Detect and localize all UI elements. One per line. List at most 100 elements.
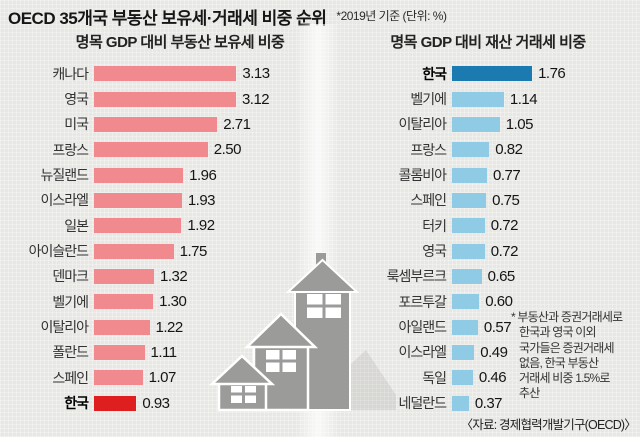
- country-label: 한국: [422, 65, 447, 82]
- chart-row: 미국 2.71: [4, 112, 304, 137]
- value-bar: [94, 395, 137, 411]
- chart-row: 이탈리아 1.05: [336, 112, 636, 137]
- country-label: 폴란드: [52, 344, 89, 361]
- chart-row: 독일 0.46: [336, 365, 636, 390]
- chart-row: 포르투갈 0.60: [336, 289, 636, 314]
- value-bar: [452, 218, 485, 234]
- country-label: 캐나다: [52, 65, 89, 82]
- page-title: OECD 35개국 부동산 보유세·거래세 비중 순위: [8, 9, 327, 28]
- chart-row: 영국 0.72: [336, 238, 636, 263]
- country-label: 프랑스: [52, 141, 89, 158]
- country-label: 이스라엘: [398, 344, 447, 361]
- value-bar: [94, 142, 208, 158]
- country-label: 영국: [64, 91, 89, 108]
- chart-row: 캐나다 3.13: [4, 61, 304, 86]
- value-bar: [452, 395, 469, 411]
- country-label: 네덜란드: [398, 395, 447, 412]
- chart-row: 콜롬비아 0.77: [336, 162, 636, 187]
- chart-row: 벨기에 1.30: [4, 289, 304, 314]
- value-label: 0.57: [483, 318, 512, 336]
- value-bar: [452, 344, 475, 360]
- value-bar: [94, 268, 155, 284]
- title-note: *2019년 기준 (단위: %): [336, 9, 447, 23]
- value-bar: [94, 243, 174, 259]
- country-label: 룩셈부르크: [386, 268, 447, 285]
- value-bar: [452, 243, 485, 259]
- value-bar: [94, 294, 154, 310]
- chart-row: 한국 1.76: [336, 61, 636, 86]
- value-bar: [94, 91, 236, 107]
- value-bar: [94, 66, 237, 82]
- country-label: 한국: [64, 395, 89, 412]
- annotation-line: 국가들은 증권거래세: [519, 340, 615, 355]
- country-label: 미국: [64, 116, 89, 133]
- country-label: 이탈리아: [398, 116, 447, 133]
- country-label: 벨기에: [52, 293, 89, 310]
- value-label: 0.37: [474, 394, 503, 412]
- chart-row: 스페인 1.07: [4, 365, 304, 390]
- annotation-line: 한국과 영국 이외: [519, 325, 597, 340]
- country-label: 벨기에: [410, 91, 447, 108]
- value-bar: [452, 66, 533, 82]
- country-label: 프랑스: [410, 141, 447, 158]
- country-label: 콜롬비아: [398, 167, 447, 184]
- value-label: 0.60: [485, 293, 513, 311]
- value-bar: [94, 116, 218, 132]
- country-label: 이스라엘: [40, 192, 89, 209]
- chart-row: 벨기에 1.14: [336, 86, 636, 111]
- value-label: 0.93: [142, 394, 170, 412]
- value-bar: [94, 167, 184, 183]
- value-bar: [94, 192, 182, 208]
- chart-row: 폴란드 1.11: [4, 340, 304, 365]
- houses-icon: [208, 253, 396, 412]
- header: OECD 35개국 부동산 보유세·거래세 비중 순위 *2019년 기준 (단…: [8, 4, 638, 29]
- chart-row: 영국 3.12: [4, 86, 304, 111]
- value-label: 2.50: [213, 141, 242, 159]
- value-label: 1.14: [509, 90, 538, 108]
- value-label: 0.49: [480, 343, 508, 361]
- annotation-line: 추산: [519, 386, 540, 401]
- value-bar: [452, 142, 490, 158]
- value-label: 1.32: [160, 267, 188, 285]
- value-bar: [94, 218, 182, 234]
- country-label: 스페인: [52, 369, 89, 386]
- holding-tax-chart: 캐나다 3.13 영국 3.12 미국 2.71 프랑스 2.50 뉴질랜드 1.96 이스라엘 1.…: [4, 61, 304, 416]
- value-label: 1.11: [150, 343, 178, 361]
- chart-row: 아일랜드 0.57: [336, 314, 636, 339]
- value-label: 0.72: [490, 217, 519, 235]
- value-bar: [452, 319, 478, 335]
- value-label: 1.75: [179, 242, 208, 260]
- country-label: 아일랜드: [398, 319, 447, 336]
- value-label: 3.12: [241, 90, 270, 108]
- annotation-line: 없음, 한국 부동산: [519, 355, 599, 370]
- annotation: * 부동산과 증권거래세로 한국과 영국 이외 국가들은 증권거래세 없음, 한국 부…: [511, 310, 639, 402]
- chart-row: 뉴질랜드 1.96: [4, 162, 304, 187]
- chart-row: 네덜란드 0.37: [336, 390, 636, 415]
- chart-row: 한국 0.93: [4, 390, 304, 415]
- chart-row: 덴마크 1.32: [4, 264, 304, 289]
- value-label: 0.46: [478, 369, 507, 387]
- value-label: 1.07: [148, 369, 177, 387]
- chart-row: 터키 0.72: [336, 213, 636, 238]
- value-label: 0.77: [493, 166, 521, 184]
- value-bar: [94, 344, 145, 360]
- country-label: 터키: [422, 217, 447, 234]
- country-label: 독일: [422, 369, 447, 386]
- transaction-tax-chart-title: 명목 GDP 대비 재산 거래세 비중: [390, 34, 586, 51]
- country-label: 영국: [422, 243, 447, 260]
- value-label: 0.72: [490, 242, 519, 260]
- country-label: 포르투갈: [398, 293, 447, 310]
- chart-row: 이스라엘 1.93: [4, 188, 304, 213]
- chart-row: 이스라엘 0.49: [336, 340, 636, 365]
- holding-tax-chart-title: 명목 GDP 대비 부동산 보유세 비중: [75, 34, 285, 51]
- country-label: 이탈리아: [40, 319, 89, 336]
- value-bar: [452, 294, 480, 310]
- value-label: 1.30: [159, 293, 187, 311]
- country-label: 뉴질랜드: [40, 167, 89, 184]
- source-credit: 〈자료: 경제협력개발기구(OECD)〉: [460, 418, 637, 432]
- country-label: 스페인: [410, 192, 447, 209]
- country-label: 일본: [64, 217, 89, 234]
- country-label: 아이슬란드: [28, 243, 89, 260]
- chart-row: 프랑스 0.82: [336, 137, 636, 162]
- value-label: 3.13: [242, 65, 270, 83]
